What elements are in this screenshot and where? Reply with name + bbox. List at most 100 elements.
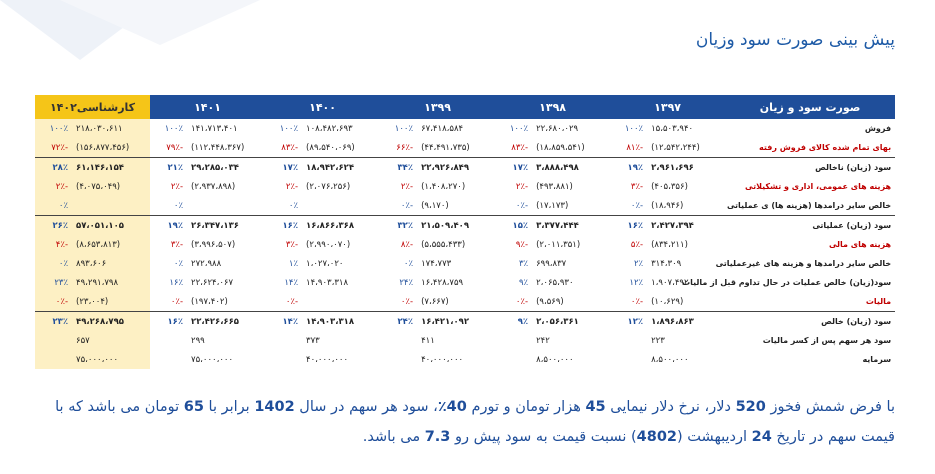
- footer-number: 7.3: [424, 429, 451, 445]
- cell-value: ۶۱،۱۴۶،۱۵۴: [72, 157, 151, 177]
- cell-value: ۱۴،۹۰۳،۳۱۸: [306, 277, 349, 288]
- cell-percent: ۲۴٪: [399, 277, 414, 288]
- cell-percent: -۲٪: [35, 177, 73, 196]
- cell-percent: -۸٪: [400, 239, 414, 250]
- footer-number: 40٪: [437, 399, 467, 415]
- cell-percent: [495, 350, 532, 369]
- cell-percent: ۲۶٪: [35, 215, 73, 235]
- table-row: مالیات (۱۰،۶۲۹) -۰٪ (۹،۵۶۹) -۰٪ (۷،۶۶۷) -۰٪ -۰٪…: [35, 292, 895, 312]
- cell-percent: ۱۷٪: [265, 157, 303, 177]
- footer-part: اردیبهشت (: [677, 429, 752, 445]
- cell-percent: -۰٪: [35, 292, 73, 312]
- cell-percent: -۰٪: [400, 296, 414, 307]
- row-label: سود (زیان) ناخالص: [725, 157, 896, 177]
- cell-percent: ۲۱٪: [150, 157, 188, 177]
- cell-value: ۲۲،۴۲۶،۶۶۵: [187, 311, 266, 331]
- cell-value: ۲،۰۶۵،۹۳۰: [536, 277, 574, 288]
- cell-value: ۷۵،۰۰۰،۰۰۰: [72, 350, 151, 369]
- cell-value: (۷،۶۶۷): [421, 296, 449, 307]
- cell-value: ۳۷۳: [306, 335, 320, 346]
- cell-percent: [35, 331, 73, 350]
- cell-value: ۲۱۸،۰۳۰،۶۱۱: [72, 119, 151, 138]
- cell-value: ۸،۵۰۰،۰۰۰: [536, 354, 574, 365]
- footer-number: 65: [183, 399, 204, 415]
- table-row: بهای تمام شده کالای فروش رفته (۱۲،۵۴۲،۲۴۴…: [35, 138, 895, 158]
- cell-percent: ۱۷٪: [495, 157, 533, 177]
- cell-value: ۲۲،۹۲۶،۸۴۹: [417, 157, 496, 177]
- row-label: سرمایه: [862, 355, 892, 364]
- cell-value: ۱۷۴،۷۷۳: [421, 258, 452, 269]
- cell-percent: -۷۹٪: [166, 142, 184, 153]
- cell-value: ۷۵،۰۰۰،۰۰۰: [191, 354, 234, 365]
- cell-percent: ۱۲٪: [629, 277, 644, 288]
- cell-percent: -۰٪: [400, 200, 414, 211]
- footer-number: 520: [735, 399, 766, 415]
- cell-value: ۱،۸۹۶،۸۶۳: [647, 311, 726, 331]
- cell-percent: ۹٪: [518, 277, 529, 288]
- table-row: سود (زیان) عملیاتی ۲،۴۲۷،۳۹۴ ۱۶٪ ۳،۳۷۷،۴۴۴ ۱…: [35, 215, 896, 235]
- cell-value: [302, 292, 380, 312]
- cell-value: (۱۸،۹۴۶): [651, 200, 684, 211]
- cell-value: ۴۰،۰۰۰،۰۰۰: [306, 354, 349, 365]
- cell-value: ۲،۴۲۷،۳۹۴: [647, 215, 726, 235]
- footer-part: با فرض شمش فخوز: [765, 399, 895, 415]
- cell-value: (۸،۶۵۳،۸۱۳): [72, 235, 151, 254]
- cell-percent: ۲٪: [633, 258, 644, 269]
- cell-value: ۳،۳۷۷،۴۴۴: [532, 215, 611, 235]
- cell-percent: ۱۰۰٪: [35, 119, 73, 138]
- cell-percent: ۱۶٪: [265, 215, 303, 235]
- cell-value: ۲۲،۶۸۰،۰۲۹: [536, 123, 579, 134]
- cell-value: [72, 196, 151, 216]
- decoration: [0, 0, 260, 60]
- footer-part: ، سود هر سهم در سال: [294, 399, 438, 415]
- cell-value: [187, 196, 265, 216]
- cell-percent: ۱۵٪: [495, 215, 533, 235]
- cell-percent: -۲٪: [515, 181, 529, 192]
- footer-number: 24: [751, 429, 772, 445]
- cell-value: (۸۳۴،۲۱۱): [651, 239, 688, 250]
- cell-percent: -۸۳٪: [281, 142, 299, 153]
- cell-percent: [495, 331, 532, 350]
- cell-percent: ۱۹٪: [610, 157, 648, 177]
- cell-value: ۲۹،۲۸۵،۰۳۴: [187, 157, 266, 177]
- table-row: سود (زیان) ناخالص ۲،۹۶۱،۶۹۶ ۱۹٪ ۳،۸۸۸،۴۹۸ ۱۷…: [35, 157, 896, 177]
- cell-percent: -۳٪: [285, 239, 299, 250]
- cell-value: (۲،۹۳۷،۸۹۸): [191, 181, 236, 192]
- cell-value: (۱۰،۶۲۹): [651, 296, 684, 307]
- cell-percent: -۰٪: [515, 296, 529, 307]
- cell-value: ۱۶،۴۲۸،۷۵۹: [421, 277, 464, 288]
- cell-value: ۴۱۱: [421, 335, 435, 346]
- cell-percent: [265, 331, 302, 350]
- cell-percent: ۱۴٪: [284, 277, 299, 288]
- cell-value: (۱۹۷،۴۰۲): [191, 296, 228, 307]
- cell-value: (۹،۱۷۰): [421, 200, 449, 211]
- cell-percent: [265, 350, 302, 369]
- table-row: سرمایه ۸،۵۰۰،۰۰۰ ۸،۵۰۰،۰۰۰ ۴۰،۰۰۰،۰۰۰ ۴۰،۰۰۰…: [35, 350, 895, 369]
- cell-percent: [610, 331, 647, 350]
- cell-value: (۱۲،۵۴۲،۲۴۴): [651, 142, 700, 153]
- cell-value: (۴۰۵،۳۵۶): [651, 181, 688, 192]
- cell-value: (۱۵۶،۸۷۷،۴۵۶): [72, 138, 151, 158]
- cell-percent: ۱۶٪: [169, 277, 184, 288]
- cell-value: ۲،۰۵۶،۳۶۱: [532, 311, 611, 331]
- cell-percent: ۲۴٪: [380, 311, 418, 331]
- cell-percent: -۰٪: [630, 296, 644, 307]
- row-label: سود (زیان) عملیاتی: [725, 215, 896, 235]
- cell-percent: -۲٪: [400, 181, 414, 192]
- cell-value: ۱۴۱،۷۱۳،۴۰۱: [191, 123, 238, 134]
- cell-percent: [380, 350, 417, 369]
- cell-percent: ۰٪: [403, 258, 414, 269]
- cell-percent: [150, 331, 187, 350]
- cell-value: ۴۹،۲۹۱،۷۹۸: [72, 273, 151, 292]
- cell-percent: ۹٪: [495, 311, 533, 331]
- cell-percent: -۳٪: [170, 239, 184, 250]
- cell-value: ۲۴۲: [536, 335, 550, 346]
- cell-percent: ۰٪: [288, 200, 299, 211]
- cell-percent: ۱۲٪: [610, 311, 648, 331]
- cell-percent: -۴٪: [35, 235, 73, 254]
- cell-percent: ۱۰۰٪: [624, 123, 644, 134]
- cell-value: ۱،۰۲۷،۰۲۰: [306, 258, 344, 269]
- cell-value: ۱،۹۰۷،۴۹۲: [651, 277, 689, 288]
- row-label: هزینه های مالی: [828, 240, 892, 249]
